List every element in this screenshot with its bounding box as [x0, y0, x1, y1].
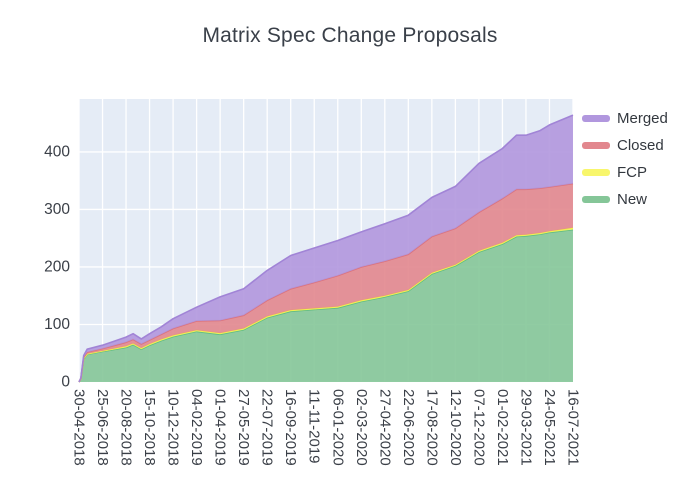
- legend-item-fcp[interactable]: FCP: [582, 162, 668, 182]
- x-tick-label: 20-08-2018: [118, 389, 135, 466]
- legend-swatch-new: [582, 195, 610, 203]
- area-line-merged: [78, 114, 574, 383]
- x-tick-label: 06-01-2020: [329, 389, 346, 466]
- area-new: [79, 229, 573, 382]
- chart-title: Matrix Spec Change Proposals: [202, 24, 498, 47]
- legend-swatch-fcp: [582, 168, 610, 176]
- legend-item-new[interactable]: New: [582, 189, 668, 209]
- area-layers: [78, 114, 574, 383]
- legend-item-closed[interactable]: Closed: [582, 135, 668, 155]
- x-tick-label: 29-03-2021: [517, 389, 534, 466]
- x-tick-label: 16-07-2021: [565, 389, 582, 466]
- x-tick-label: 07-12-2020: [470, 389, 487, 466]
- x-tick-label: 30-04-2018: [71, 389, 88, 466]
- legend-label: FCP: [617, 163, 647, 181]
- x-tick-label: 17-08-2020: [423, 389, 440, 466]
- legend-swatch-merged: [582, 114, 610, 122]
- y-tick-label: 200: [44, 258, 70, 275]
- x-tick-label: 15-10-2018: [141, 389, 158, 466]
- legend-label: Merged: [617, 109, 668, 127]
- x-tick-label: 02-03-2020: [353, 389, 370, 466]
- x-tick-label: 11-11-2019: [306, 389, 323, 464]
- x-tick-label: 22-07-2019: [259, 389, 276, 466]
- y-tick-label: 400: [44, 143, 70, 160]
- y-tick-label: 300: [44, 201, 70, 218]
- y-tick-label: 0: [61, 374, 70, 391]
- x-tick-label: 22-06-2020: [400, 389, 417, 466]
- x-tick-label: 12-10-2020: [447, 389, 464, 466]
- x-axis-ticks: 30-04-2018 25-06-2018 20-08-2018 15-10-2018…: [71, 389, 582, 466]
- legend-swatch-closed: [582, 141, 610, 149]
- x-tick-label: 24-05-2021: [541, 389, 558, 466]
- x-tick-label: 27-04-2020: [376, 389, 393, 466]
- legend-item-merged[interactable]: Merged: [582, 108, 668, 128]
- legend-label: New: [617, 190, 648, 208]
- x-tick-label: 16-09-2019: [282, 389, 299, 466]
- x-tick-label: 01-04-2019: [212, 389, 229, 466]
- legend-label: Closed: [617, 136, 664, 154]
- x-tick-label: 01-02-2021: [494, 389, 511, 466]
- x-tick-label: 10-12-2018: [165, 389, 182, 466]
- y-axis-ticks: 0 100 200 300 400: [44, 143, 70, 390]
- legend: Merged Closed FCP New: [582, 108, 668, 216]
- area-closed: [79, 183, 573, 382]
- x-tick-label: 25-06-2018: [94, 389, 111, 466]
- y-tick-label: 100: [44, 316, 70, 333]
- x-tick-label: 27-05-2019: [235, 389, 252, 466]
- x-tick-label: 04-02-2019: [188, 389, 205, 466]
- area-merged: [79, 115, 573, 382]
